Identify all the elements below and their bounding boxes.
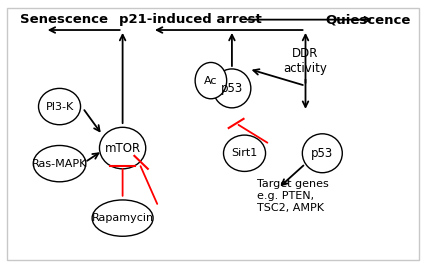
Text: PI3-K: PI3-K [46,101,74,112]
Text: DDR
activity: DDR activity [284,47,328,75]
Ellipse shape [92,200,153,236]
Text: mTOR: mTOR [104,142,141,154]
Text: Target genes
e.g. PTEN,
TSC2, AMPK: Target genes e.g. PTEN, TSC2, AMPK [257,179,329,213]
Ellipse shape [38,89,81,125]
Ellipse shape [213,69,251,108]
Text: Quiescence: Quiescence [325,13,411,26]
Ellipse shape [195,63,227,99]
Ellipse shape [224,135,265,171]
Text: Rapamycin: Rapamycin [92,213,154,223]
Text: Senescence: Senescence [20,13,108,26]
Text: p53: p53 [311,147,334,160]
Text: p21-induced arrest: p21-induced arrest [118,13,261,26]
Text: Ac: Ac [204,76,218,86]
Text: Ras-MAPK: Ras-MAPK [32,159,87,169]
Text: Sirt1: Sirt1 [231,148,258,158]
Text: p53: p53 [221,82,243,95]
Ellipse shape [100,127,146,169]
Ellipse shape [302,134,342,173]
Ellipse shape [33,145,86,182]
